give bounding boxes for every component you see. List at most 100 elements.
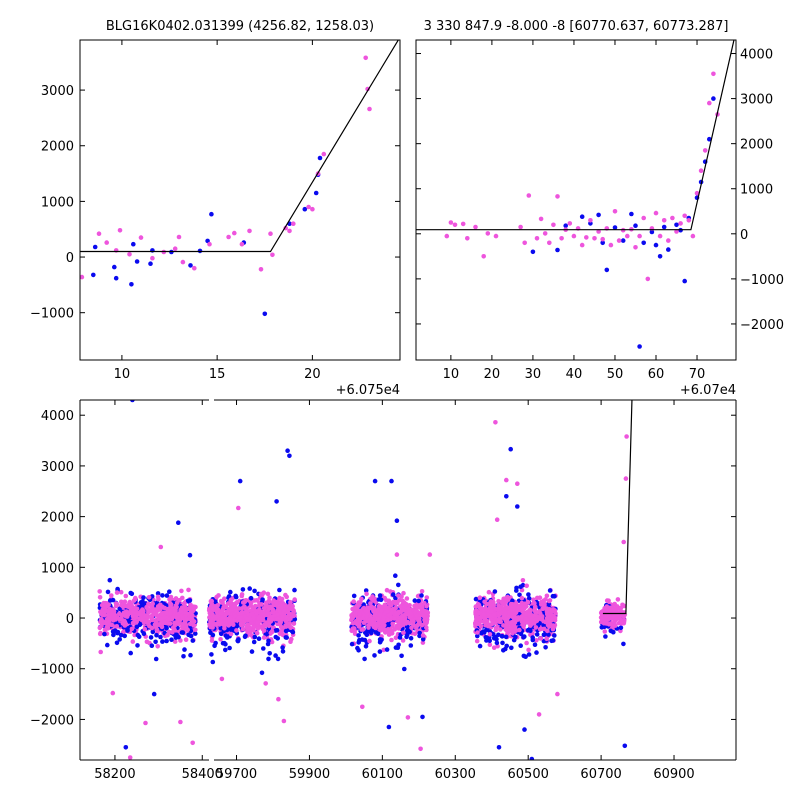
data-point-pink [401, 613, 406, 619]
data-point-pink [80, 274, 85, 280]
data-point-blue [154, 632, 159, 638]
data-point-blue [233, 594, 239, 600]
data-point-blue [633, 223, 638, 228]
data-point-pink [493, 627, 499, 633]
data-point-blue [302, 206, 308, 212]
data-point-blue [114, 640, 120, 646]
data-point-blue [547, 588, 553, 593]
data-point-blue [117, 606, 122, 612]
data-point-blue [284, 635, 290, 640]
data-point-pink [452, 222, 458, 228]
data-point-blue [252, 634, 258, 640]
data-point-pink [486, 589, 492, 595]
data-point-blue [386, 724, 392, 730]
data-point-blue [273, 653, 278, 658]
data-point-blue [549, 638, 554, 644]
data-point-pink [519, 615, 524, 620]
x-offset-label: +6.07e4 [680, 383, 736, 398]
data-point-pink [474, 615, 479, 621]
data-point-pink [571, 233, 577, 239]
data-point-pink [186, 587, 191, 593]
data-point-blue [357, 637, 362, 643]
data-point-pink [283, 623, 288, 628]
data-point-blue [494, 640, 500, 646]
data-point-pink [403, 621, 409, 626]
data-point-pink [405, 715, 411, 720]
data-point-blue [105, 642, 110, 648]
data-point-blue [393, 573, 398, 578]
data-point-blue [612, 225, 618, 230]
data-point-pink [266, 606, 271, 612]
data-point-pink [359, 596, 364, 602]
data-point-pink [207, 241, 212, 247]
data-point-blue [115, 586, 120, 592]
data-point-pink [208, 624, 213, 630]
data-point-blue [151, 691, 157, 697]
data-point-pink [268, 630, 274, 636]
data-point-pink [392, 616, 397, 621]
data-point-blue [193, 631, 198, 636]
data-point-pink [110, 690, 116, 696]
data-point-blue [522, 727, 527, 732]
data-point-pink [172, 607, 178, 613]
data-point-pink [178, 638, 183, 643]
data-point-blue [356, 633, 361, 638]
data-point-blue [208, 630, 213, 635]
data-point-blue [267, 651, 273, 656]
data-point-pink [146, 595, 152, 600]
data-point-blue [622, 743, 628, 749]
x-tick-label: 59900 [289, 767, 330, 782]
data-point-pink [409, 625, 414, 630]
data-point-pink [711, 71, 716, 77]
x-tick-label: 60700 [580, 767, 621, 782]
data-point-pink [218, 598, 224, 604]
y-tick-label: 2000 [41, 140, 74, 155]
data-point-pink [612, 209, 618, 214]
data-point-pink [114, 590, 120, 595]
data-point-pink [149, 613, 155, 618]
data-point-blue [420, 714, 425, 720]
data-point-pink [534, 236, 540, 241]
data-point-blue [141, 595, 146, 600]
data-point-pink [611, 607, 616, 612]
data-point-pink [287, 228, 292, 234]
data-point-blue [256, 636, 262, 641]
data-point-pink [158, 544, 164, 550]
data-point-pink [551, 222, 556, 228]
data-point-pink [240, 626, 246, 632]
data-point-pink [522, 240, 527, 246]
data-point-blue [247, 586, 252, 591]
data-point-pink [276, 696, 281, 702]
data-point-pink [240, 610, 245, 615]
data-point-pink [279, 604, 285, 610]
data-point-blue [180, 630, 186, 635]
data-point-pink [481, 253, 487, 259]
data-point-blue [287, 453, 292, 459]
data-point-pink [185, 627, 190, 633]
data-point-pink [367, 106, 372, 112]
data-point-blue [280, 649, 286, 654]
data-point-pink [404, 596, 410, 601]
data-point-pink [698, 168, 704, 173]
data-point-pink [104, 240, 109, 245]
data-point-pink [183, 609, 188, 615]
data-point-pink [369, 596, 374, 602]
data-point-pink [281, 718, 287, 724]
data-point-pink [172, 623, 177, 629]
data-point-blue [475, 633, 480, 639]
data-point-pink [512, 620, 518, 625]
y-tick-label: 1000 [41, 561, 74, 576]
data-point-pink [356, 624, 362, 629]
data-point-blue [160, 639, 165, 644]
data-point-pink [245, 629, 250, 634]
data-point-blue [408, 636, 414, 641]
data-point-blue [213, 640, 218, 646]
data-point-pink [239, 592, 245, 597]
data-point-pink [174, 600, 180, 606]
data-point-blue [135, 632, 141, 638]
data-point-pink [502, 596, 508, 601]
data-point-blue [363, 630, 368, 636]
data-point-pink [209, 598, 214, 604]
data-point-blue [529, 756, 535, 760]
data-point-pink [186, 606, 191, 611]
